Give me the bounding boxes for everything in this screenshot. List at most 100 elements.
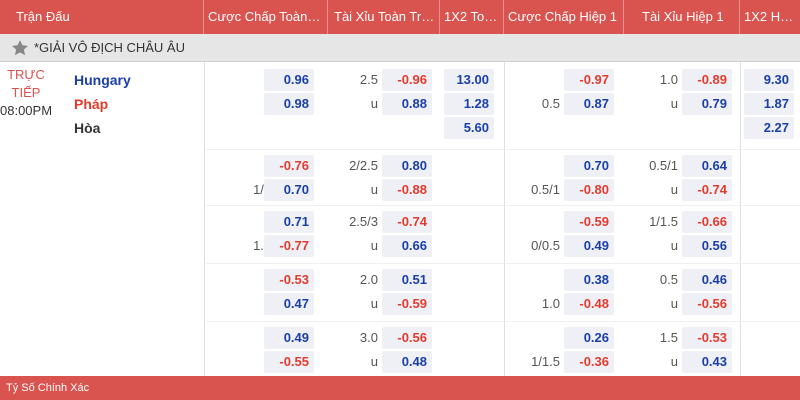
odds-cell[interactable]: 0.70 [264, 179, 314, 201]
under-label: u [670, 296, 678, 311]
row-divider [206, 321, 504, 322]
odds-cell-1x2[interactable]: 5.60 [444, 117, 494, 139]
odds-cell[interactable]: 0.43 [682, 351, 732, 373]
odds-cell-1x2[interactable]: 2.27 [744, 117, 794, 139]
under-label: u [670, 96, 678, 111]
under-label: u [670, 182, 678, 197]
handicap-line: 1/1.5 [531, 354, 560, 369]
table-header: Trận Đấu Cược Chấp Toàn Trận Tài Xỉu Toà… [0, 0, 800, 34]
odds-cell[interactable]: 0.79 [682, 93, 732, 115]
row-divider [506, 321, 740, 322]
total-line: 2.0 [359, 272, 378, 287]
col-header-overunder-half1[interactable]: Tài Xỉu Hiệp 1 [624, 0, 740, 34]
odds-cell[interactable]: 0.46 [682, 269, 732, 291]
odds-cell[interactable]: -0.80 [564, 179, 614, 201]
handicap-line: 0.5/1 [531, 182, 560, 197]
total-line: 1/1.5 [649, 214, 678, 229]
odds-cell[interactable]: -0.66 [682, 211, 732, 233]
row-divider [742, 263, 800, 264]
total-line: 2.5 [359, 72, 378, 87]
odds-table-body: TRỰC TIẾP 08:00PM Hungary Pháp Hòa 1.5 0.… [0, 62, 800, 376]
col-header-handicap-half1[interactable]: Cược Chấp Hiệp 1 [504, 0, 624, 34]
total-line: 0.5/1 [649, 158, 678, 173]
under-label: u [670, 354, 678, 369]
odds-cell[interactable]: 0.70 [564, 155, 614, 177]
col-header-1x2-half1[interactable]: 1X2 Hiệp 1 [744, 9, 800, 24]
odds-cell[interactable]: 0.56 [682, 235, 732, 257]
correct-score-bar[interactable]: Tỷ Số Chính Xác [0, 376, 800, 400]
league-name: *GIẢI VÔ ĐỊCH CHÂU ÂU [34, 40, 185, 55]
match-status: TRỰC TIẾP 08:00PM [0, 66, 52, 120]
odds-cell[interactable]: 0.64 [682, 155, 732, 177]
star-icon[interactable] [10, 38, 30, 58]
odds-cell[interactable]: -0.89 [682, 69, 732, 91]
odds-cell[interactable]: -0.77 [264, 235, 314, 257]
odds-cell[interactable]: 0.71 [264, 211, 314, 233]
odds-cell[interactable]: -0.53 [682, 327, 732, 349]
row-divider [206, 149, 504, 150]
odds-cell[interactable]: 0.98 [264, 93, 314, 115]
total-line: 3.0 [359, 330, 378, 345]
odds-cell[interactable]: 0.47 [264, 293, 314, 315]
odds-cell[interactable]: 0.38 [564, 269, 614, 291]
odds-cell[interactable]: -0.97 [564, 69, 614, 91]
odds-cell[interactable]: 0.49 [264, 327, 314, 349]
under-label: u [370, 96, 378, 111]
col-header-overunder-fulltime[interactable]: Tài Xỉu Toàn Trận [328, 0, 440, 34]
row-divider [742, 321, 800, 322]
odds-cell-1x2[interactable]: 1.28 [444, 93, 494, 115]
row-divider [506, 205, 740, 206]
col-header-match: Trận Đấu [0, 0, 204, 34]
odds-cell-1x2[interactable]: 9.30 [744, 69, 794, 91]
odds-cell[interactable]: -0.74 [382, 211, 432, 233]
odds-cell[interactable]: 0.48 [382, 351, 432, 373]
under-label: u [370, 296, 378, 311]
row-divider [742, 149, 800, 150]
odds-cell[interactable]: 0.51 [382, 269, 432, 291]
total-line: 1.0 [659, 72, 678, 87]
odds-cell[interactable]: -0.88 [382, 179, 432, 201]
odds-cell[interactable]: -0.48 [564, 293, 614, 315]
team-home: Hungary [74, 72, 131, 88]
team-draw: Hòa [74, 120, 101, 136]
odds-cell[interactable]: -0.36 [564, 351, 614, 373]
row-divider [742, 205, 800, 206]
team-away: Pháp [74, 96, 109, 112]
league-row[interactable]: *GIẢI VÔ ĐỊCH CHÂU ÂU [0, 34, 800, 62]
total-line: 0.5 [659, 272, 678, 287]
odds-cell[interactable]: -0.56 [682, 293, 732, 315]
odds-cell[interactable]: -0.59 [382, 293, 432, 315]
odds-cell-1x2[interactable]: 1.87 [744, 93, 794, 115]
odds-cell[interactable]: 0.80 [382, 155, 432, 177]
handicap-line: 0.5 [541, 96, 560, 111]
odds-cell[interactable]: -0.55 [264, 351, 314, 373]
odds-cell-1x2[interactable]: 13.00 [444, 69, 494, 91]
odds-cell[interactable]: 0.88 [382, 93, 432, 115]
col-header-handicap-fulltime[interactable]: Cược Chấp Toàn Trận [204, 0, 328, 34]
odds-cell[interactable]: 0.66 [382, 235, 432, 257]
odds-cell[interactable]: -0.59 [564, 211, 614, 233]
handicap-line: 1.0 [541, 296, 560, 311]
under-label: u [370, 354, 378, 369]
odds-cell[interactable]: 0.96 [264, 69, 314, 91]
row-divider [206, 263, 504, 264]
total-line: 2.5/3 [349, 214, 378, 229]
live-label-2: TIẾP [11, 85, 41, 100]
odds-cell[interactable]: -0.76 [264, 155, 314, 177]
under-label: u [370, 182, 378, 197]
row-divider [506, 263, 740, 264]
handicap-line: 0/0.5 [531, 238, 560, 253]
odds-cell[interactable]: -0.74 [682, 179, 732, 201]
odds-cell[interactable]: 0.87 [564, 93, 614, 115]
under-label: u [670, 238, 678, 253]
under-label: u [370, 238, 378, 253]
odds-cell[interactable]: 0.26 [564, 327, 614, 349]
odds-cell[interactable]: -0.56 [382, 327, 432, 349]
odds-cell[interactable]: -0.96 [382, 69, 432, 91]
row-divider [506, 149, 740, 150]
col-header-1x2-fulltime[interactable]: 1X2 Toàn Trận [440, 0, 504, 34]
live-label-1: TRỰC [7, 67, 45, 82]
match-time: 08:00PM [0, 103, 53, 118]
odds-cell[interactable]: -0.53 [264, 269, 314, 291]
odds-cell[interactable]: 0.49 [564, 235, 614, 257]
